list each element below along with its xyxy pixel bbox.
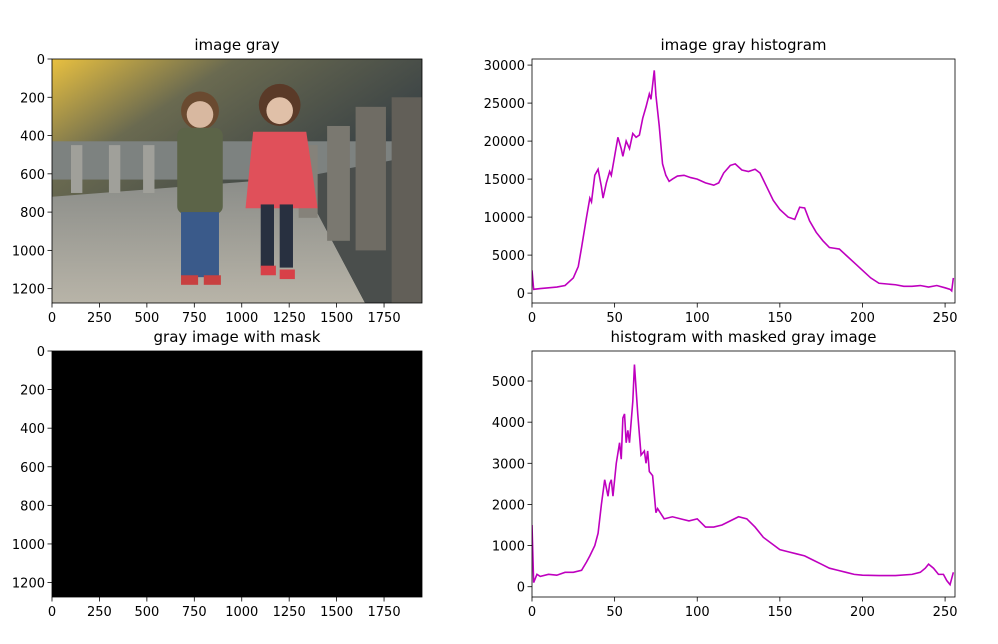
axes-frame	[51, 58, 423, 304]
x-tick-label: 50	[606, 605, 623, 620]
photo	[52, 59, 422, 303]
x-tick-label: 250	[87, 311, 112, 326]
subplot-title: histogram with masked gray image	[611, 328, 877, 346]
subplot-title: image gray histogram	[660, 36, 826, 54]
x-tick-label: 100	[685, 605, 710, 620]
y-tick-label: 200	[20, 384, 45, 399]
y-tick-label: 20000	[484, 135, 525, 150]
x-tick-label: 0	[48, 605, 56, 620]
y-tick-label: 800	[20, 206, 45, 221]
y-tick-label: 15000	[484, 173, 525, 188]
y-tick-label: 600	[20, 168, 45, 183]
x-tick-label: 200	[850, 311, 875, 326]
x-tick-label: 250	[87, 605, 112, 620]
x-tick-label: 1500	[320, 311, 353, 326]
y-tick-label: 1000	[492, 540, 525, 555]
x-tick-label: 1000	[225, 311, 258, 326]
x-tick-label: 0	[48, 311, 56, 326]
y-tick-label: 400	[20, 130, 45, 145]
histogram-line	[532, 364, 955, 587]
x-tick-label: 500	[134, 605, 159, 620]
x-tick-label: 0	[528, 311, 536, 326]
subplot-title: gray image with mask	[154, 328, 321, 346]
x-tick-label: 500	[134, 311, 159, 326]
y-tick-label: 5000	[492, 249, 525, 264]
x-tick-label: 1250	[273, 605, 306, 620]
x-tick-label: 100	[685, 311, 710, 326]
y-tick-label: 400	[20, 422, 45, 437]
subplot: 0 50 100 150 200 250 0 5000 10000 15000 20000 25000…	[484, 36, 958, 326]
x-tick-label: 750	[182, 311, 207, 326]
y-tick-label: 4000	[492, 416, 525, 431]
x-tick-label: 0	[528, 605, 536, 620]
x-tick-label: 1750	[368, 311, 401, 326]
y-tick-label: 0	[37, 53, 45, 68]
y-tick-label: 2000	[492, 498, 525, 513]
y-tick-label: 800	[20, 499, 45, 514]
x-tick-label: 750	[182, 605, 207, 620]
y-tick-label: 1000	[12, 244, 45, 259]
subplot: 0 250 500 750 1000 1250 1500 1750 0 200 400 600 800 1…	[12, 36, 423, 326]
x-tick-label: 150	[767, 605, 792, 620]
x-tick-label: 1500	[320, 605, 353, 620]
x-tick-label: 1750	[368, 605, 401, 620]
mask-background	[52, 351, 422, 597]
x-tick-label: 1000	[225, 605, 258, 620]
y-tick-label: 10000	[484, 211, 525, 226]
y-tick-label: 25000	[484, 97, 525, 112]
x-tick-label: 250	[933, 605, 958, 620]
y-tick-label: 1200	[12, 283, 45, 298]
axes-frame	[531, 350, 956, 598]
subplot: 0 250 500 750 1000 1250 1500 1750 0 200 400 600 800 1…	[12, 328, 423, 620]
x-tick-label: 50	[606, 311, 623, 326]
y-tick-label: 200	[20, 91, 45, 106]
x-tick-label: 1250	[273, 311, 306, 326]
histogram-line	[532, 70, 955, 293]
y-tick-label: 0	[517, 287, 525, 302]
axes-frame	[531, 58, 956, 304]
subplot: 0 50 100 150 200 250 0 1000 2000 3000 4000 5000 hist…	[492, 328, 958, 620]
y-tick-label: 1000	[12, 538, 45, 553]
y-tick-label: 0	[37, 345, 45, 360]
axes-frame	[51, 350, 423, 598]
y-tick-label: 30000	[484, 59, 525, 74]
x-tick-label: 250	[933, 311, 958, 326]
x-tick-label: 200	[850, 605, 875, 620]
subplot-title: image gray	[194, 36, 279, 54]
y-tick-label: 3000	[492, 457, 525, 472]
y-tick-label: 0	[517, 581, 525, 596]
y-tick-label: 5000	[492, 375, 525, 390]
y-tick-label: 1200	[12, 577, 45, 592]
x-tick-label: 150	[767, 311, 792, 326]
y-tick-label: 600	[20, 461, 45, 476]
